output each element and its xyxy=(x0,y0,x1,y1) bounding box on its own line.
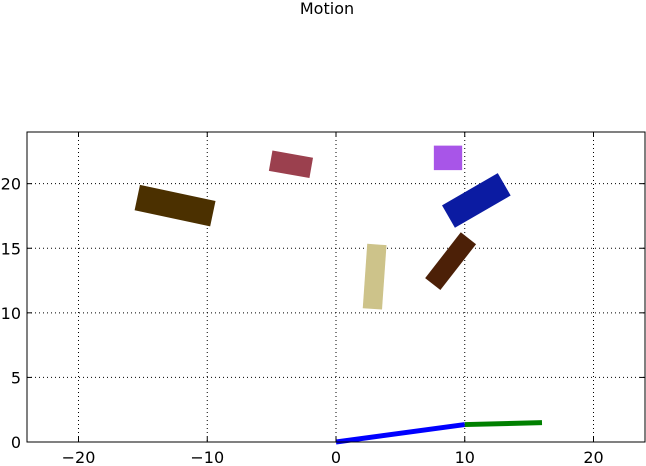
grid-lines xyxy=(27,132,645,443)
x-tick-label: −10 xyxy=(190,448,224,466)
arm-link xyxy=(464,420,543,428)
body-rectangle xyxy=(425,232,477,291)
chart-title: Motion xyxy=(300,0,354,18)
body-rectangle xyxy=(134,184,216,227)
x-tick-label: 0 xyxy=(331,448,341,466)
x-tick-label: −20 xyxy=(62,448,96,466)
body-rectangle xyxy=(268,150,314,179)
x-tick-label: 20 xyxy=(583,448,603,466)
chart-marks xyxy=(134,145,543,445)
y-tick-label: 5 xyxy=(11,368,21,387)
arm-link xyxy=(335,422,466,445)
y-tick-label: 20 xyxy=(1,175,21,194)
body-rectangle xyxy=(362,243,387,310)
body-rectangle xyxy=(433,145,463,171)
x-tick-label: 10 xyxy=(455,448,475,466)
plot-frame xyxy=(26,131,646,443)
y-tick-label: 10 xyxy=(1,304,21,323)
y-tick-label: 15 xyxy=(1,239,21,258)
axis-ticks: −20 −10 0 10 20 0 5 10 15 20 xyxy=(1,132,645,466)
y-tick-label: 0 xyxy=(11,433,21,452)
body-rectangle xyxy=(442,173,511,228)
